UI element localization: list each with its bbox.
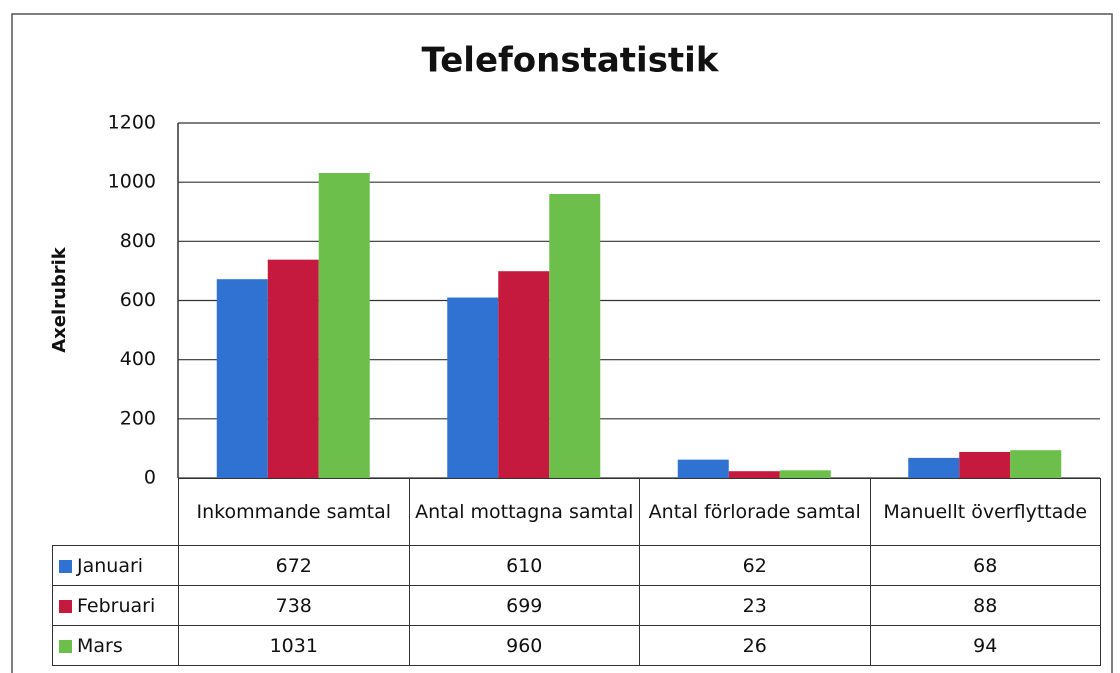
y-axis-title: Axelrubrik [49, 246, 70, 353]
value-cell: 960 [408, 625, 640, 666]
table-row: Januari 672 610 62 68 [52, 545, 1101, 586]
chart-title: Telefonstatistik [422, 41, 720, 81]
table-header-row: Inkommande samtal Antal mottagna samtal An… [52, 478, 1101, 546]
table-row: Februari 738 699 23 88 [52, 585, 1101, 626]
legend-swatch [59, 559, 72, 573]
value-cell: 699 [408, 585, 640, 626]
category-cell: Inkommande samtal [178, 478, 410, 546]
y-tick-label: 400 [120, 348, 156, 370]
value-cell: 738 [178, 585, 410, 626]
x-tick-label: Inkommande samtal [196, 500, 391, 523]
value-cell: 610 [408, 545, 640, 586]
legend-swatch [59, 639, 72, 653]
bar [728, 471, 780, 478]
chart-frame [11, 13, 1113, 673]
y-tick-label: 800 [120, 230, 156, 252]
bar [498, 271, 550, 478]
legend-label: Januari [77, 554, 144, 577]
x-tick-label: Antal mottagna samtal [415, 500, 634, 523]
legend-cell: Februari [52, 585, 179, 626]
bar [549, 194, 601, 478]
bar [216, 279, 268, 478]
value-cell: 26 [639, 625, 871, 666]
bar [267, 259, 319, 478]
bar [1010, 450, 1062, 478]
legend-swatch [59, 599, 72, 613]
legend-label: Februari [77, 594, 156, 617]
table-corner [52, 478, 179, 546]
value-cell: 672 [178, 545, 410, 586]
y-tick-label: 200 [120, 407, 156, 429]
table-row: Mars 1031 960 26 94 [52, 625, 1101, 666]
category-cell: Antal mottagna samtal [408, 478, 640, 546]
value-cell: 1031 [178, 625, 410, 666]
bar [908, 457, 960, 478]
value-cell: 94 [869, 625, 1101, 666]
x-tick-label: Manuellt överflyttade [883, 500, 1088, 523]
value-cell: 62 [639, 545, 871, 586]
y-tick-label: 1200 [108, 112, 156, 134]
category-cell: Manuellt överflyttade [869, 478, 1101, 546]
bar [959, 451, 1011, 478]
bar [779, 470, 831, 478]
value-cell: 88 [869, 585, 1101, 626]
value-cell: 23 [639, 585, 871, 626]
y-tick-label: 600 [120, 289, 156, 311]
x-tick-label: Antal förlorade samtal [648, 500, 861, 523]
legend-label: Mars [77, 634, 123, 657]
data-table: Inkommande samtal Antal mottagna samtal An… [52, 478, 1101, 666]
bar [447, 297, 499, 478]
category-cell: Antal förlorade samtal [639, 478, 871, 546]
value-cell: 68 [869, 545, 1101, 586]
bar [318, 172, 370, 478]
legend-cell: Januari [52, 545, 179, 586]
legend-cell: Mars [52, 625, 179, 666]
bar [677, 459, 729, 478]
y-tick-label: 1000 [108, 171, 156, 193]
